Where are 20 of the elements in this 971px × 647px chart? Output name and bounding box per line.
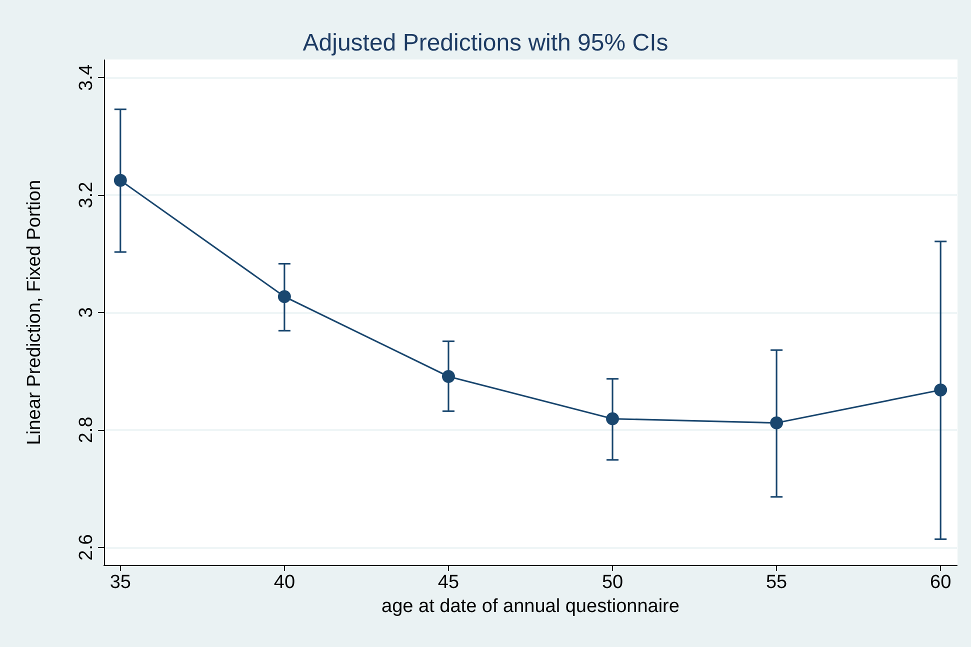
y-tick-label: 3.4 — [76, 64, 97, 91]
point — [934, 384, 948, 397]
chart-title: Adjusted Predictions with 95% CIs — [302, 30, 668, 56]
x-tick-label: 60 — [930, 572, 952, 593]
point — [606, 412, 620, 426]
y-tick-label: 2.6 — [76, 534, 97, 561]
x-tick-label: 45 — [438, 572, 460, 593]
point — [442, 370, 455, 383]
y-tick-label: 3 — [76, 307, 97, 318]
point — [114, 174, 127, 187]
x-tick-label: 35 — [110, 572, 131, 593]
y-tick-label: 2.8 — [76, 416, 97, 444]
x-tick-label: 50 — [602, 572, 624, 593]
x-tick-label: 40 — [274, 572, 296, 593]
x-axis-title: age at date of annual questionnaire — [382, 596, 680, 617]
x-tick-label: 55 — [766, 572, 788, 593]
y-tick-label: 3.2 — [76, 182, 97, 208]
point — [770, 416, 784, 430]
point — [278, 290, 291, 304]
y-axis-title: Linear Prediction, Fixed Portion — [24, 180, 45, 446]
